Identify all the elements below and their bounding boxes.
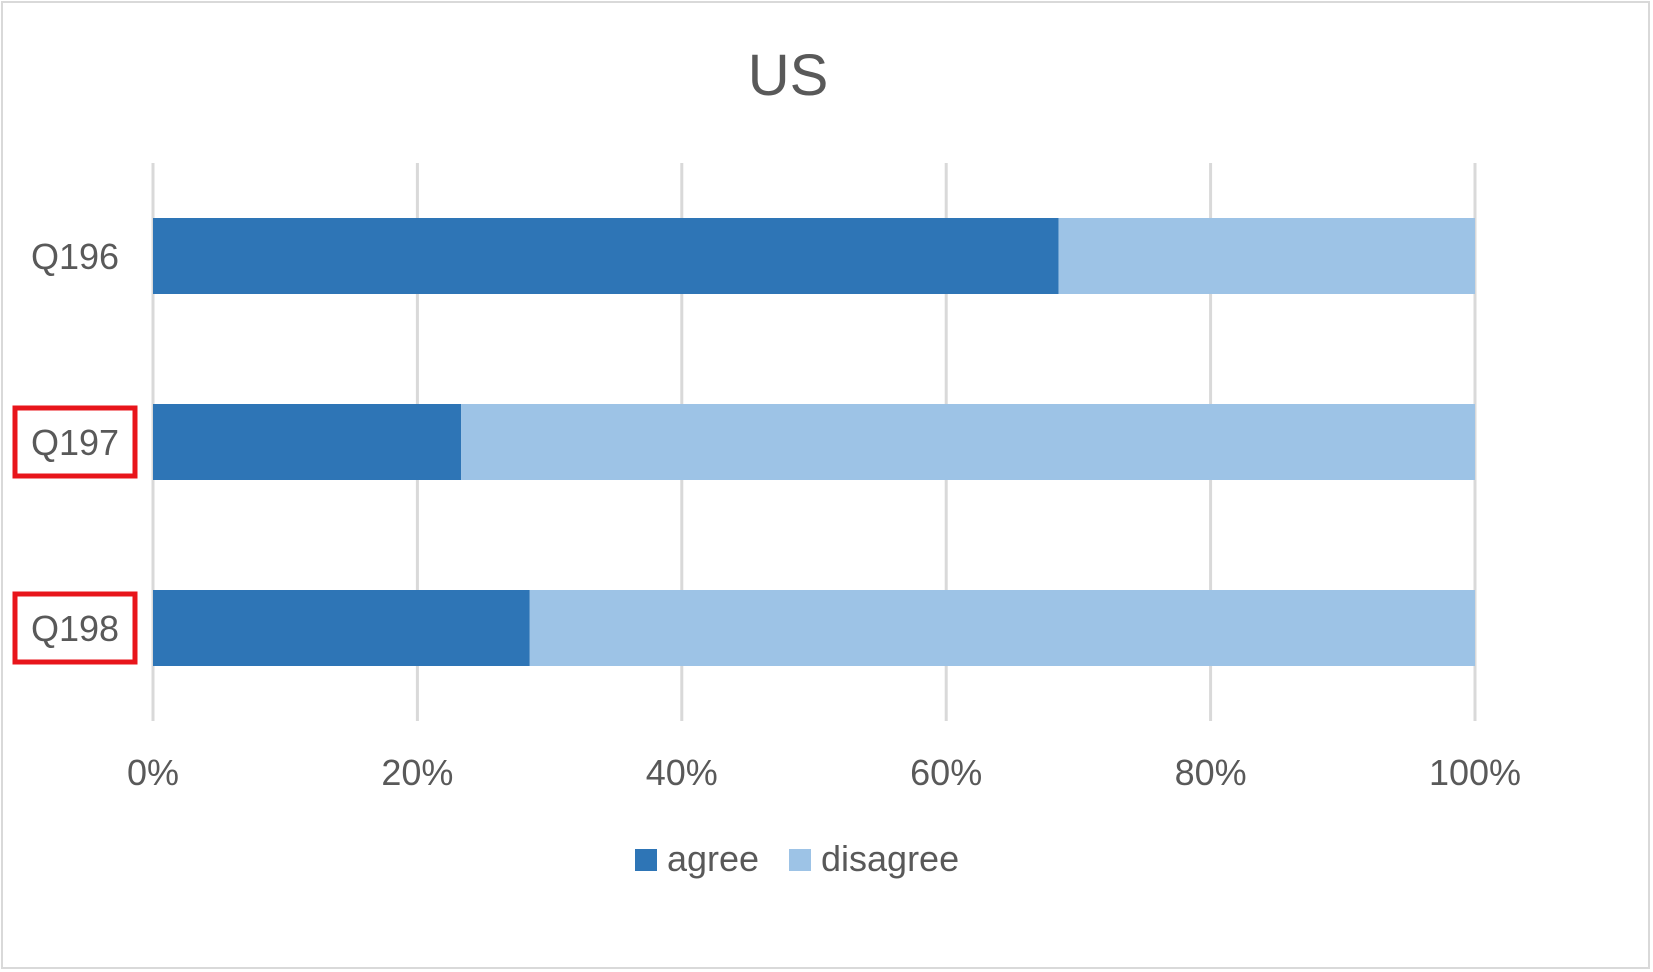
legend-swatch-disagree: [789, 849, 811, 871]
highlight-box: [12, 405, 138, 479]
category-labels: Q196 Q197 Q198: [12, 236, 138, 665]
category-label: Q196: [31, 236, 119, 277]
x-tick-label: 0%: [127, 752, 179, 793]
bar-agree: [153, 218, 1059, 294]
x-tick-label: 100%: [1429, 752, 1521, 793]
stacked-bar-chart: US Q196 Q197 Q198 0% 20% 40% 60% 80% 100% agree…: [12, 43, 1521, 879]
bar-disagree: [461, 404, 1475, 480]
bar-agree: [153, 590, 530, 666]
bar-agree: [153, 404, 462, 480]
chart-title: US: [748, 43, 829, 108]
x-tick-label: 60%: [910, 752, 982, 793]
legend-swatch-agree: [635, 849, 657, 871]
category-label: Q198: [31, 608, 119, 649]
legend-label-agree: agree: [667, 838, 759, 879]
legend: agree disagree: [635, 838, 959, 879]
highlight-box: [12, 591, 138, 665]
bars: [153, 218, 1475, 666]
legend-label-disagree: disagree: [821, 838, 959, 879]
x-tick-label: 20%: [381, 752, 453, 793]
bar-disagree: [1058, 218, 1475, 294]
x-tick-label: 80%: [1175, 752, 1247, 793]
x-tick-labels: 0% 20% 40% 60% 80% 100%: [127, 752, 1521, 793]
category-label: Q197: [31, 422, 119, 463]
x-tick-label: 40%: [646, 752, 718, 793]
bar-disagree: [529, 590, 1475, 666]
